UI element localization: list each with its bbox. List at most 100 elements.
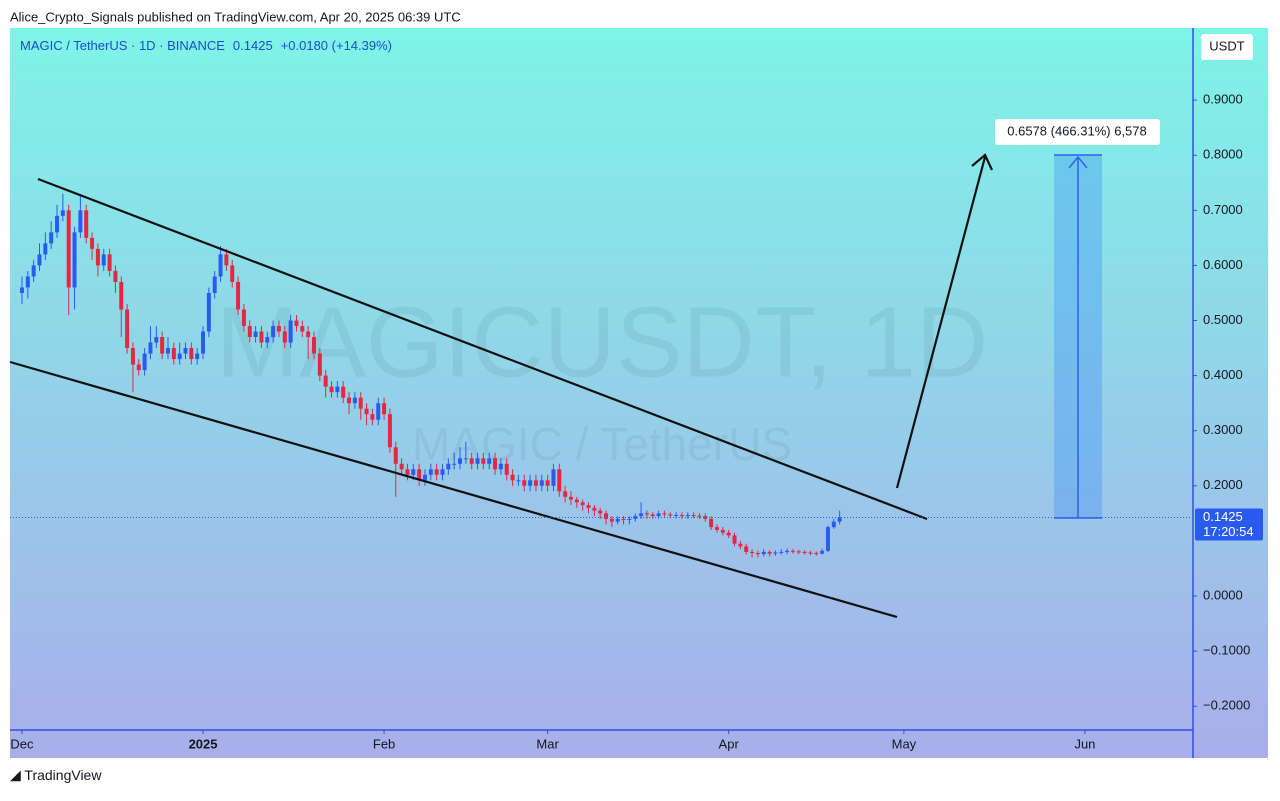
candle-body xyxy=(160,337,165,354)
candle-body xyxy=(697,515,702,517)
candle-body xyxy=(469,458,474,464)
x-tick-label: May xyxy=(892,736,917,751)
candle-body xyxy=(341,386,346,398)
candle-body xyxy=(195,353,200,360)
candle-body xyxy=(598,510,603,514)
candle-body xyxy=(750,551,755,554)
candle-body xyxy=(387,414,392,448)
y-tick-label: 0.5000 xyxy=(1203,312,1243,327)
candle-body xyxy=(218,254,223,277)
candle-body xyxy=(119,281,124,310)
candle-body xyxy=(282,331,287,343)
price-tag xyxy=(1195,508,1263,541)
candle-body xyxy=(510,474,515,481)
last-price: 0.1425 xyxy=(233,38,273,53)
upper-trendline xyxy=(37,177,928,521)
candle-body xyxy=(177,353,182,360)
candle-body xyxy=(417,469,422,481)
candle-body xyxy=(563,491,568,497)
candle-body xyxy=(604,513,609,519)
candle-body xyxy=(650,514,655,517)
candle-body xyxy=(644,513,649,515)
candle-body xyxy=(271,326,276,338)
candle-body xyxy=(656,513,661,517)
symbol: MAGIC / TetherUS · 1D · BINANCE xyxy=(20,38,225,53)
candle-body xyxy=(452,463,457,465)
candle-body xyxy=(136,364,141,371)
watermark: MAGICUSDT, 1D xyxy=(216,286,988,398)
target-arrow-head xyxy=(1068,155,1088,169)
candle-body xyxy=(825,527,830,551)
candle-body xyxy=(148,342,153,354)
legend: MAGIC / TetherUS · 1D · BINANCE 0.1425 +0.… xyxy=(20,38,392,53)
candle-body xyxy=(820,550,825,554)
candle-body xyxy=(393,447,398,464)
candle-body xyxy=(364,408,369,415)
candle-body xyxy=(767,551,772,554)
candle-body xyxy=(90,237,95,249)
candle-body xyxy=(446,463,451,470)
candle-body xyxy=(487,458,492,464)
candle-body xyxy=(405,469,410,475)
candle-body xyxy=(633,516,638,519)
candle-body xyxy=(714,527,719,530)
candle-body xyxy=(306,331,311,338)
y-tick-label: 0.0000 xyxy=(1203,587,1243,602)
candle-body xyxy=(621,518,626,520)
candle-body xyxy=(125,309,130,349)
candle-body xyxy=(726,532,731,536)
price-tag-value: 0.1425 xyxy=(1203,509,1243,524)
candle-body xyxy=(259,331,264,343)
candles xyxy=(19,193,842,558)
candle-body xyxy=(755,553,760,555)
candle-body xyxy=(668,514,673,516)
candle-body xyxy=(837,517,842,522)
y-tick-label: 0.8000 xyxy=(1203,147,1243,162)
candle-body xyxy=(609,518,614,522)
candle-body xyxy=(230,265,235,282)
brand: TradingView xyxy=(24,767,102,783)
x-tick-label: Dec xyxy=(10,736,34,751)
candle-body xyxy=(294,320,299,327)
candle-body xyxy=(224,254,229,266)
candle-body xyxy=(323,375,328,387)
x-tick-label: 2025 xyxy=(189,736,218,751)
candle-body xyxy=(551,469,556,486)
candle-body xyxy=(31,265,36,277)
arrow-head xyxy=(971,153,993,171)
candle-body xyxy=(814,553,819,555)
countdown: 17:20:54 xyxy=(1203,524,1254,539)
candle-body xyxy=(358,397,363,409)
plot-bg xyxy=(10,28,1268,758)
publisher: Alice_Crypto_Signals published on Tradin… xyxy=(10,9,461,24)
candle-body xyxy=(557,469,562,492)
candle-body xyxy=(276,326,281,332)
candle-body xyxy=(522,480,527,486)
candle-body xyxy=(352,397,357,404)
y-tick-label: 0.2000 xyxy=(1203,477,1243,492)
candle-body xyxy=(49,232,54,244)
candle-body xyxy=(300,326,305,332)
candle-body xyxy=(171,348,176,360)
y-tick-label: −0.1000 xyxy=(1203,643,1250,658)
candle-body xyxy=(796,551,801,553)
candle-body xyxy=(212,276,217,293)
candle-body xyxy=(580,502,585,506)
candle-body xyxy=(679,515,684,517)
candle-body xyxy=(288,320,293,343)
candle-body xyxy=(481,458,486,464)
candle-body xyxy=(516,480,521,482)
candle-body xyxy=(399,463,404,470)
candle-body xyxy=(422,474,427,481)
candle-body xyxy=(773,552,778,554)
candle-body xyxy=(66,210,71,288)
candle-body xyxy=(761,551,766,555)
candle-body xyxy=(615,518,620,522)
candle-body xyxy=(738,543,743,547)
candle-body xyxy=(101,254,106,266)
x-tick-label: Mar xyxy=(536,736,559,751)
candle-body xyxy=(25,276,30,288)
projection-arrow xyxy=(895,156,987,489)
candle-body xyxy=(236,281,241,310)
candle-body xyxy=(55,215,60,233)
